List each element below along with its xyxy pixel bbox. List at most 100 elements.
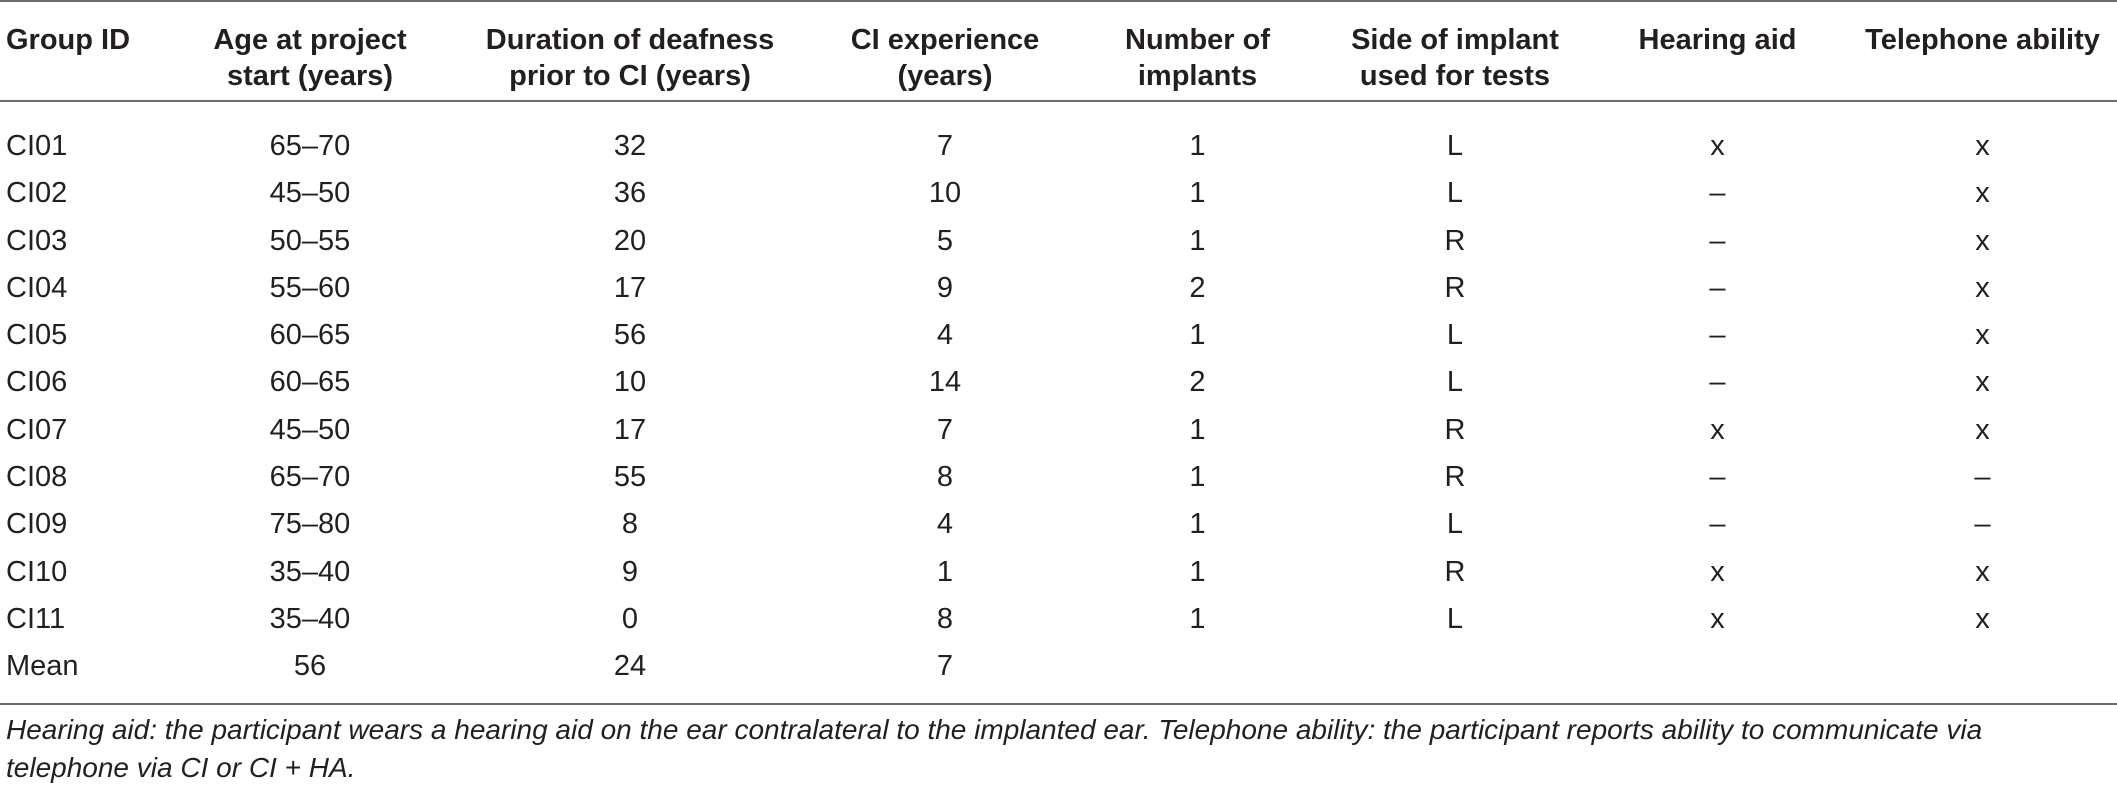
cell-side-implant: R <box>1444 413 1466 446</box>
cell-hearing-aid: – <box>1709 366 1726 399</box>
cell-number-implants: 2 <box>1189 366 1206 399</box>
cell-duration-deafness: 55 <box>613 461 647 494</box>
cell-group-id: CI10 <box>6 555 68 588</box>
cell-ci-experience: 7 <box>936 413 954 446</box>
cell-side-implant: L <box>1446 366 1464 399</box>
table-footnote: Hearing aid: the participant wears a hea… <box>6 714 1983 783</box>
header-ci-experience: CI experience (years) <box>850 24 1040 92</box>
table-row: CI06 60–65 10 14 2 L – x <box>0 364 2117 411</box>
cell-hearing-aid: x <box>1710 602 1725 635</box>
cell-group-id: CI07 <box>6 413 68 446</box>
table-top-rule <box>0 0 2117 2</box>
header-telephone-ability: Telephone ability <box>1865 24 2100 56</box>
header-hearing-aid: Hearing aid <box>1638 24 1797 56</box>
cell-group-id: CI02 <box>6 177 68 210</box>
cell-duration-deafness: 10 <box>613 366 647 399</box>
cell-age: 35–40 <box>269 555 351 588</box>
cell-hearing-aid: – <box>1709 177 1726 210</box>
header-number-implants: Number of implants <box>1125 24 1270 92</box>
cell-hearing-aid: x <box>1710 130 1725 162</box>
cell-duration-deafness: 32 <box>613 130 647 162</box>
cell-telephone-ability: x <box>1975 177 1990 210</box>
cell-number-implants: 1 <box>1189 413 1206 446</box>
cell-number-implants: 1 <box>1189 319 1206 352</box>
cell-side-implant: R <box>1444 271 1466 304</box>
cell-group-id: CI09 <box>6 508 68 541</box>
cell-ci-experience: 8 <box>936 602 954 635</box>
cell-ci-experience: 10 <box>928 177 962 210</box>
cell-number-implants: 1 <box>1189 555 1206 588</box>
cell-duration-deafness: 20 <box>613 224 647 257</box>
cell-duration-deafness: 24 <box>613 650 647 683</box>
cell-age: 60–65 <box>269 319 351 352</box>
cell-age: 65–70 <box>269 461 351 494</box>
cell-telephone-ability: x <box>1975 224 1990 257</box>
cell-age: 56 <box>293 650 327 683</box>
cell-age: 45–50 <box>269 413 351 446</box>
cell-side-implant: L <box>1446 508 1464 541</box>
cell-telephone-ability: x <box>1975 130 1990 162</box>
cell-side-implant: L <box>1446 319 1464 352</box>
cell-hearing-aid: – <box>1709 224 1726 257</box>
cell-ci-experience: 1 <box>936 555 954 588</box>
cell-duration-deafness: 17 <box>613 271 647 304</box>
cell-group-id: CI08 <box>6 461 68 494</box>
cell-age: 45–50 <box>269 177 351 210</box>
cell-number-implants: 1 <box>1189 224 1206 257</box>
cell-telephone-ability: x <box>1975 319 1990 352</box>
cell-duration-deafness: 8 <box>621 508 639 541</box>
cell-side-implant: R <box>1444 461 1466 494</box>
cell-telephone-ability: x <box>1975 366 1990 399</box>
table-row: CI02 45–50 36 10 1 L – x <box>0 175 2117 222</box>
cell-age: 65–70 <box>269 130 351 162</box>
cell-ci-experience: 9 <box>936 271 954 304</box>
cell-ci-experience: 7 <box>936 130 954 162</box>
cell-number-implants: 1 <box>1189 177 1206 210</box>
cell-side-implant: L <box>1446 177 1464 210</box>
cell-hearing-aid: – <box>1709 319 1726 352</box>
cell-group-id: CI05 <box>6 319 68 352</box>
table-bottom-rule <box>0 703 2117 705</box>
cell-group-id: CI01 <box>6 130 68 162</box>
table-row: CI04 55–60 17 9 2 R – x <box>0 270 2117 317</box>
cell-ci-experience: 14 <box>928 366 962 399</box>
table-row: CI05 60–65 56 4 1 L – x <box>0 317 2117 364</box>
cell-side-implant: R <box>1444 555 1466 588</box>
header-rule <box>0 100 2117 102</box>
cell-hearing-aid: – <box>1709 461 1726 494</box>
cell-side-implant: L <box>1446 602 1464 635</box>
cell-hearing-aid: – <box>1709 508 1726 541</box>
cell-ci-experience: 7 <box>936 650 954 683</box>
cell-number-implants: 1 <box>1189 130 1206 162</box>
cell-age: 50–55 <box>269 224 351 257</box>
cell-number-implants: 1 <box>1189 602 1206 635</box>
cell-age: 60–65 <box>269 366 351 399</box>
cell-group-id: CI06 <box>6 366 68 399</box>
header-duration-deafness: Duration of deafness prior to CI (years) <box>485 24 775 92</box>
cell-hearing-aid: – <box>1709 271 1726 304</box>
cell-side-implant: L <box>1446 130 1464 162</box>
cell-age: 75–80 <box>269 508 351 541</box>
cell-age: 35–40 <box>269 602 351 635</box>
cell-side-implant: R <box>1444 224 1466 257</box>
cell-number-implants: 1 <box>1189 508 1206 541</box>
cell-duration-deafness: 56 <box>613 319 647 352</box>
cell-age: 55–60 <box>269 271 351 304</box>
cell-duration-deafness: 9 <box>621 555 639 588</box>
table-row: Mean 56 24 7 <box>0 648 2117 695</box>
cell-telephone-ability: x <box>1975 602 1990 635</box>
cell-hearing-aid: x <box>1710 555 1725 588</box>
cell-telephone-ability: x <box>1975 413 1990 446</box>
table-row: CI03 50–55 20 5 1 R – x <box>0 223 2117 270</box>
cell-group-id: CI11 <box>6 602 66 635</box>
cell-duration-deafness: 0 <box>621 602 639 635</box>
cell-telephone-ability: x <box>1975 271 1990 304</box>
cell-telephone-ability: x <box>1975 555 1990 588</box>
cell-telephone-ability: – <box>1974 461 1991 494</box>
cell-ci-experience: 4 <box>936 508 954 541</box>
